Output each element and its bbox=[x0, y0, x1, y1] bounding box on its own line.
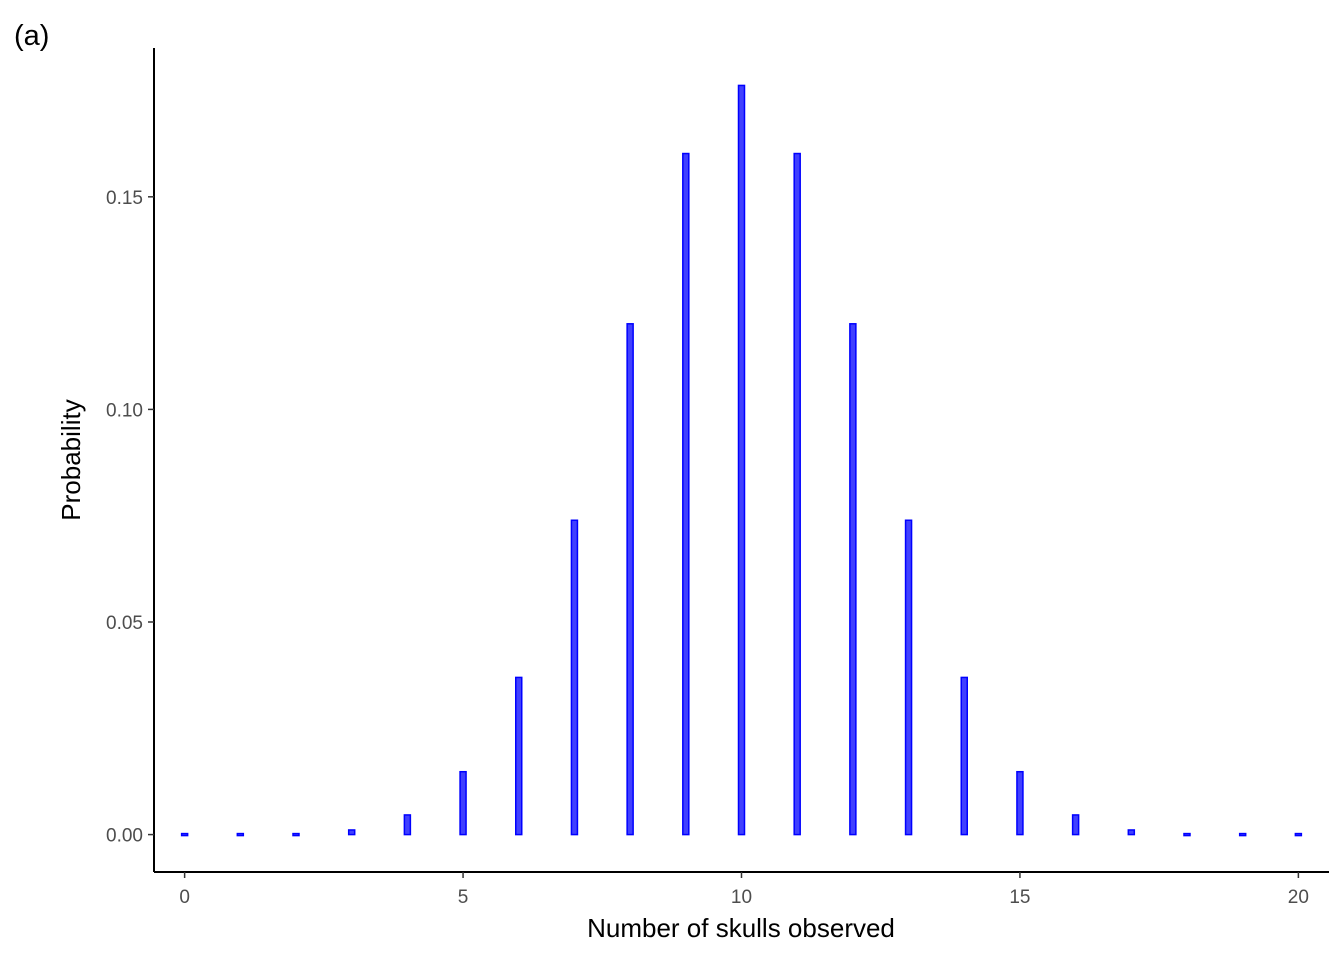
bar-4 bbox=[403, 814, 412, 836]
y-tick-label: 0.05 bbox=[106, 613, 143, 634]
bar-7 bbox=[570, 519, 579, 836]
x-axis: 0 5 10 15 20 bbox=[154, 871, 1329, 908]
panel-label: (a) bbox=[14, 20, 49, 52]
y-axis: 0.00 0.05 0.10 0.15 bbox=[106, 48, 155, 872]
bar-18 bbox=[1183, 832, 1191, 837]
bar-19 bbox=[1238, 832, 1247, 837]
bar-17 bbox=[1127, 829, 1136, 836]
bar-20 bbox=[1294, 832, 1303, 837]
x-tick-label: 10 bbox=[731, 887, 752, 908]
bar-15 bbox=[1016, 770, 1024, 836]
bar-1 bbox=[236, 832, 245, 837]
bar-11 bbox=[793, 152, 801, 836]
bar-10 bbox=[737, 84, 746, 836]
x-axis-title: Number of skulls observed bbox=[587, 913, 895, 943]
bar-6 bbox=[515, 676, 523, 836]
bar-16 bbox=[1071, 814, 1080, 836]
bar-14 bbox=[960, 676, 968, 836]
bar-12 bbox=[849, 323, 857, 836]
x-tick-label: 15 bbox=[1009, 887, 1030, 908]
bar-13 bbox=[904, 519, 913, 836]
x-tick-label: 0 bbox=[179, 887, 190, 908]
bar-5 bbox=[459, 770, 467, 836]
x-tick-label: 5 bbox=[458, 887, 469, 908]
y-tick-label: 0.00 bbox=[106, 826, 143, 847]
bar-0 bbox=[180, 832, 189, 837]
y-axis-title: Probability bbox=[56, 399, 86, 520]
bar-9 bbox=[682, 152, 690, 836]
y-tick-label: 0.10 bbox=[106, 400, 143, 421]
bar-8 bbox=[626, 323, 634, 836]
bars bbox=[180, 84, 1303, 837]
bar-3 bbox=[347, 829, 356, 836]
y-tick-label: 0.15 bbox=[106, 188, 143, 209]
x-tick-label: 20 bbox=[1288, 887, 1309, 908]
bar-2 bbox=[292, 832, 300, 837]
